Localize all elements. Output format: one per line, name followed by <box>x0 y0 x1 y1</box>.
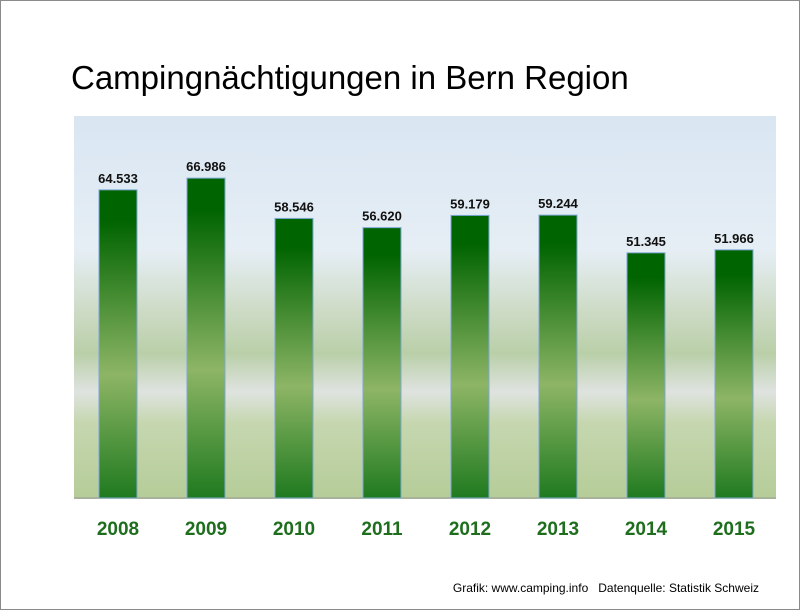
x-tick-label: 2008 <box>97 519 139 540</box>
data-label: 64.533 <box>98 171 138 186</box>
x-tick-label: 2012 <box>449 519 491 540</box>
bar-2008 <box>98 189 138 499</box>
data-label: 51.966 <box>714 231 754 246</box>
bar-2013 <box>538 214 578 499</box>
source-footer: Grafik: www.camping.info Datenquelle: St… <box>452 581 759 595</box>
x-tick-label: 2014 <box>625 519 668 540</box>
data-label: 58.546 <box>274 199 314 214</box>
data-label: 66.986 <box>186 159 226 174</box>
chart-title: Campingnächtigungen in Bern Region <box>71 59 629 96</box>
x-tick-label: 2010 <box>273 519 315 540</box>
bar-2012 <box>450 214 490 499</box>
x-tick-label: 2009 <box>185 519 227 540</box>
x-tick-label: 2015 <box>713 519 756 540</box>
data-label: 51.345 <box>626 234 666 249</box>
bar-2015 <box>714 249 754 499</box>
x-tick-label: 2011 <box>361 519 403 540</box>
x-tick-label: 2013 <box>537 519 579 540</box>
bar-2010 <box>274 217 314 499</box>
bar-2009 <box>186 177 226 499</box>
data-label: 59.179 <box>450 196 490 211</box>
data-label: 59.244 <box>538 196 579 211</box>
data-label: 56.620 <box>362 209 402 224</box>
bar-2011 <box>362 227 402 499</box>
bar-2014 <box>626 252 666 499</box>
